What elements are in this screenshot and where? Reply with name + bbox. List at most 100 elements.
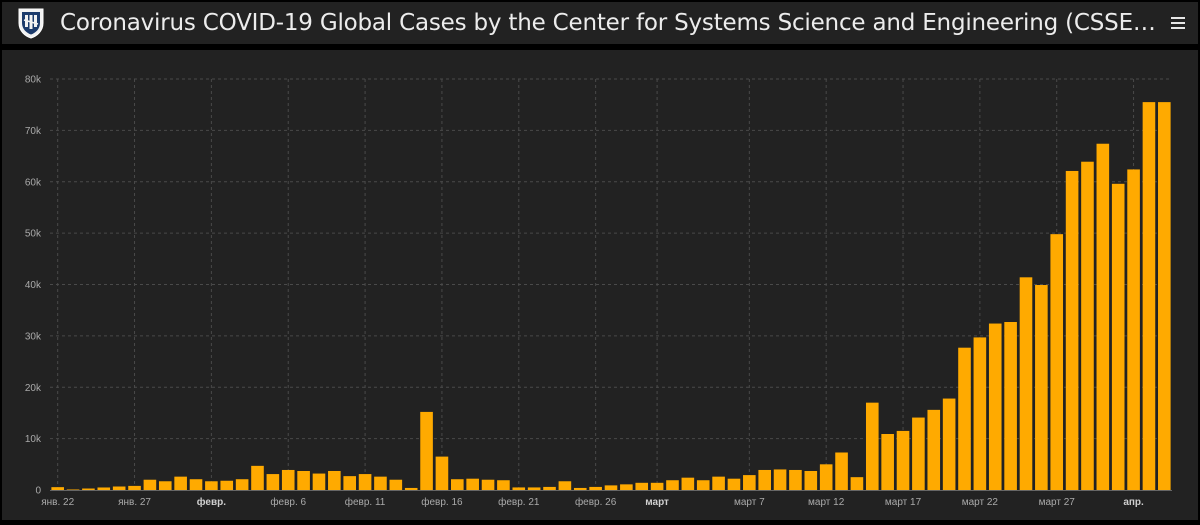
bar[interactable] xyxy=(650,482,664,490)
bar[interactable] xyxy=(343,476,357,490)
bar[interactable] xyxy=(466,478,479,490)
chart-panel: 0 10k 20k 30k 40k 50k 60k 70k 80k янв. 22 янв. 27… xyxy=(2,50,1198,520)
y-tick-label: 60k xyxy=(25,177,42,188)
bar[interactable] xyxy=(1081,161,1094,490)
y-tick-label: 30k xyxy=(25,331,42,342)
x-tick-label: февр. 21 xyxy=(498,496,540,508)
x-tick-label: февр. xyxy=(197,496,226,508)
y-tick-label: 10k xyxy=(25,434,42,445)
bar[interactable] xyxy=(712,476,725,490)
bar[interactable] xyxy=(927,409,941,490)
bar[interactable] xyxy=(681,477,695,490)
bar[interactable] xyxy=(819,464,833,490)
university-shield-icon xyxy=(16,7,46,39)
bar[interactable] xyxy=(235,479,249,490)
bar[interactable] xyxy=(850,477,864,490)
bar[interactable] xyxy=(205,481,218,490)
bar[interactable] xyxy=(865,402,879,490)
bar[interactable] xyxy=(97,487,111,490)
bar[interactable] xyxy=(543,486,556,490)
bar[interactable] xyxy=(66,489,80,490)
bar[interactable] xyxy=(82,488,95,490)
bar[interactable] xyxy=(497,480,510,490)
bar[interactable] xyxy=(881,434,894,490)
x-tick-label: февр. 26 xyxy=(575,496,617,508)
bar[interactable] xyxy=(973,337,987,490)
bar[interactable] xyxy=(1127,169,1140,491)
x-tick-label: март 7 xyxy=(734,497,765,508)
bar[interactable] xyxy=(251,465,264,490)
bar[interactable] xyxy=(942,398,956,490)
bar[interactable] xyxy=(512,487,526,490)
bar[interactable] xyxy=(435,456,449,490)
bar[interactable] xyxy=(450,479,464,490)
bar[interactable] xyxy=(558,481,572,490)
bar[interactable] xyxy=(789,469,802,490)
y-axis-labels: 0 10k 20k 30k 40k 50k 60k 70k 80k xyxy=(25,75,42,497)
bar[interactable] xyxy=(1158,102,1171,491)
y-tick-label: 0 xyxy=(35,486,41,497)
bar[interactable] xyxy=(297,470,310,490)
bar[interactable] xyxy=(604,485,618,490)
x-tick-label: янв. 22 xyxy=(41,497,74,508)
bar[interactable] xyxy=(804,470,818,490)
bar[interactable] xyxy=(527,487,541,490)
bar[interactable] xyxy=(1142,102,1156,491)
bar[interactable] xyxy=(1050,234,1064,490)
bar[interactable] xyxy=(958,347,971,490)
bar[interactable] xyxy=(389,479,403,490)
x-tick-label: март 27 xyxy=(1039,497,1076,508)
app-header: Coronavirus COVID-19 Global Cases by the… xyxy=(2,2,1198,44)
grid-layer xyxy=(50,78,1172,491)
bar[interactable] xyxy=(1096,143,1110,491)
bar[interactable] xyxy=(1004,322,1017,490)
y-tick-label: 40k xyxy=(25,280,42,291)
bar[interactable] xyxy=(158,481,172,490)
bar[interactable] xyxy=(1065,170,1079,490)
bar[interactable] xyxy=(758,469,772,490)
hamburger-menu-icon[interactable] xyxy=(1158,2,1198,44)
bar[interactable] xyxy=(220,480,234,490)
bar[interactable] xyxy=(481,479,495,490)
bar[interactable] xyxy=(281,469,295,490)
bar[interactable] xyxy=(727,478,741,490)
y-tick-label: 20k xyxy=(25,383,42,394)
bar[interactable] xyxy=(696,480,710,490)
bar[interactable] xyxy=(589,486,602,490)
bar[interactable] xyxy=(420,411,433,490)
x-tick-label: март 17 xyxy=(885,497,922,508)
bar[interactable] xyxy=(128,485,141,490)
bar[interactable] xyxy=(666,480,679,490)
bar[interactable] xyxy=(358,474,372,490)
bar[interactable] xyxy=(189,479,203,490)
y-tick-label: 50k xyxy=(25,229,42,240)
x-axis-labels: янв. 22 янв. 27 февр. февр. 6 февр. 11 февр. … xyxy=(41,496,1144,508)
bar[interactable] xyxy=(1111,183,1125,490)
bar[interactable] xyxy=(1019,277,1033,490)
bar[interactable] xyxy=(312,473,326,490)
bar[interactable] xyxy=(988,323,1002,490)
bar[interactable] xyxy=(112,486,126,490)
bars-layer xyxy=(51,102,1171,491)
x-tick-label: апр. xyxy=(1123,497,1144,508)
bar[interactable] xyxy=(266,474,280,490)
bar[interactable] xyxy=(912,417,925,490)
bar[interactable] xyxy=(620,484,633,490)
page-title: Coronavirus COVID-19 Global Cases by the… xyxy=(60,10,1158,36)
bar[interactable] xyxy=(1035,285,1048,490)
x-tick-label: февр. 6 xyxy=(270,496,306,508)
x-tick-label: янв. 27 xyxy=(118,497,151,508)
bar[interactable] xyxy=(174,476,187,490)
bar[interactable] xyxy=(743,475,756,490)
bar[interactable] xyxy=(51,487,64,490)
bar[interactable] xyxy=(328,470,341,490)
bar[interactable] xyxy=(896,430,910,490)
bar[interactable] xyxy=(143,479,157,490)
bar[interactable] xyxy=(404,487,418,490)
bar[interactable] xyxy=(374,476,387,490)
x-tick-label: март 22 xyxy=(962,497,999,508)
bar[interactable] xyxy=(835,452,848,490)
bar[interactable] xyxy=(635,482,649,490)
bar[interactable] xyxy=(773,469,787,490)
bar[interactable] xyxy=(573,487,587,490)
